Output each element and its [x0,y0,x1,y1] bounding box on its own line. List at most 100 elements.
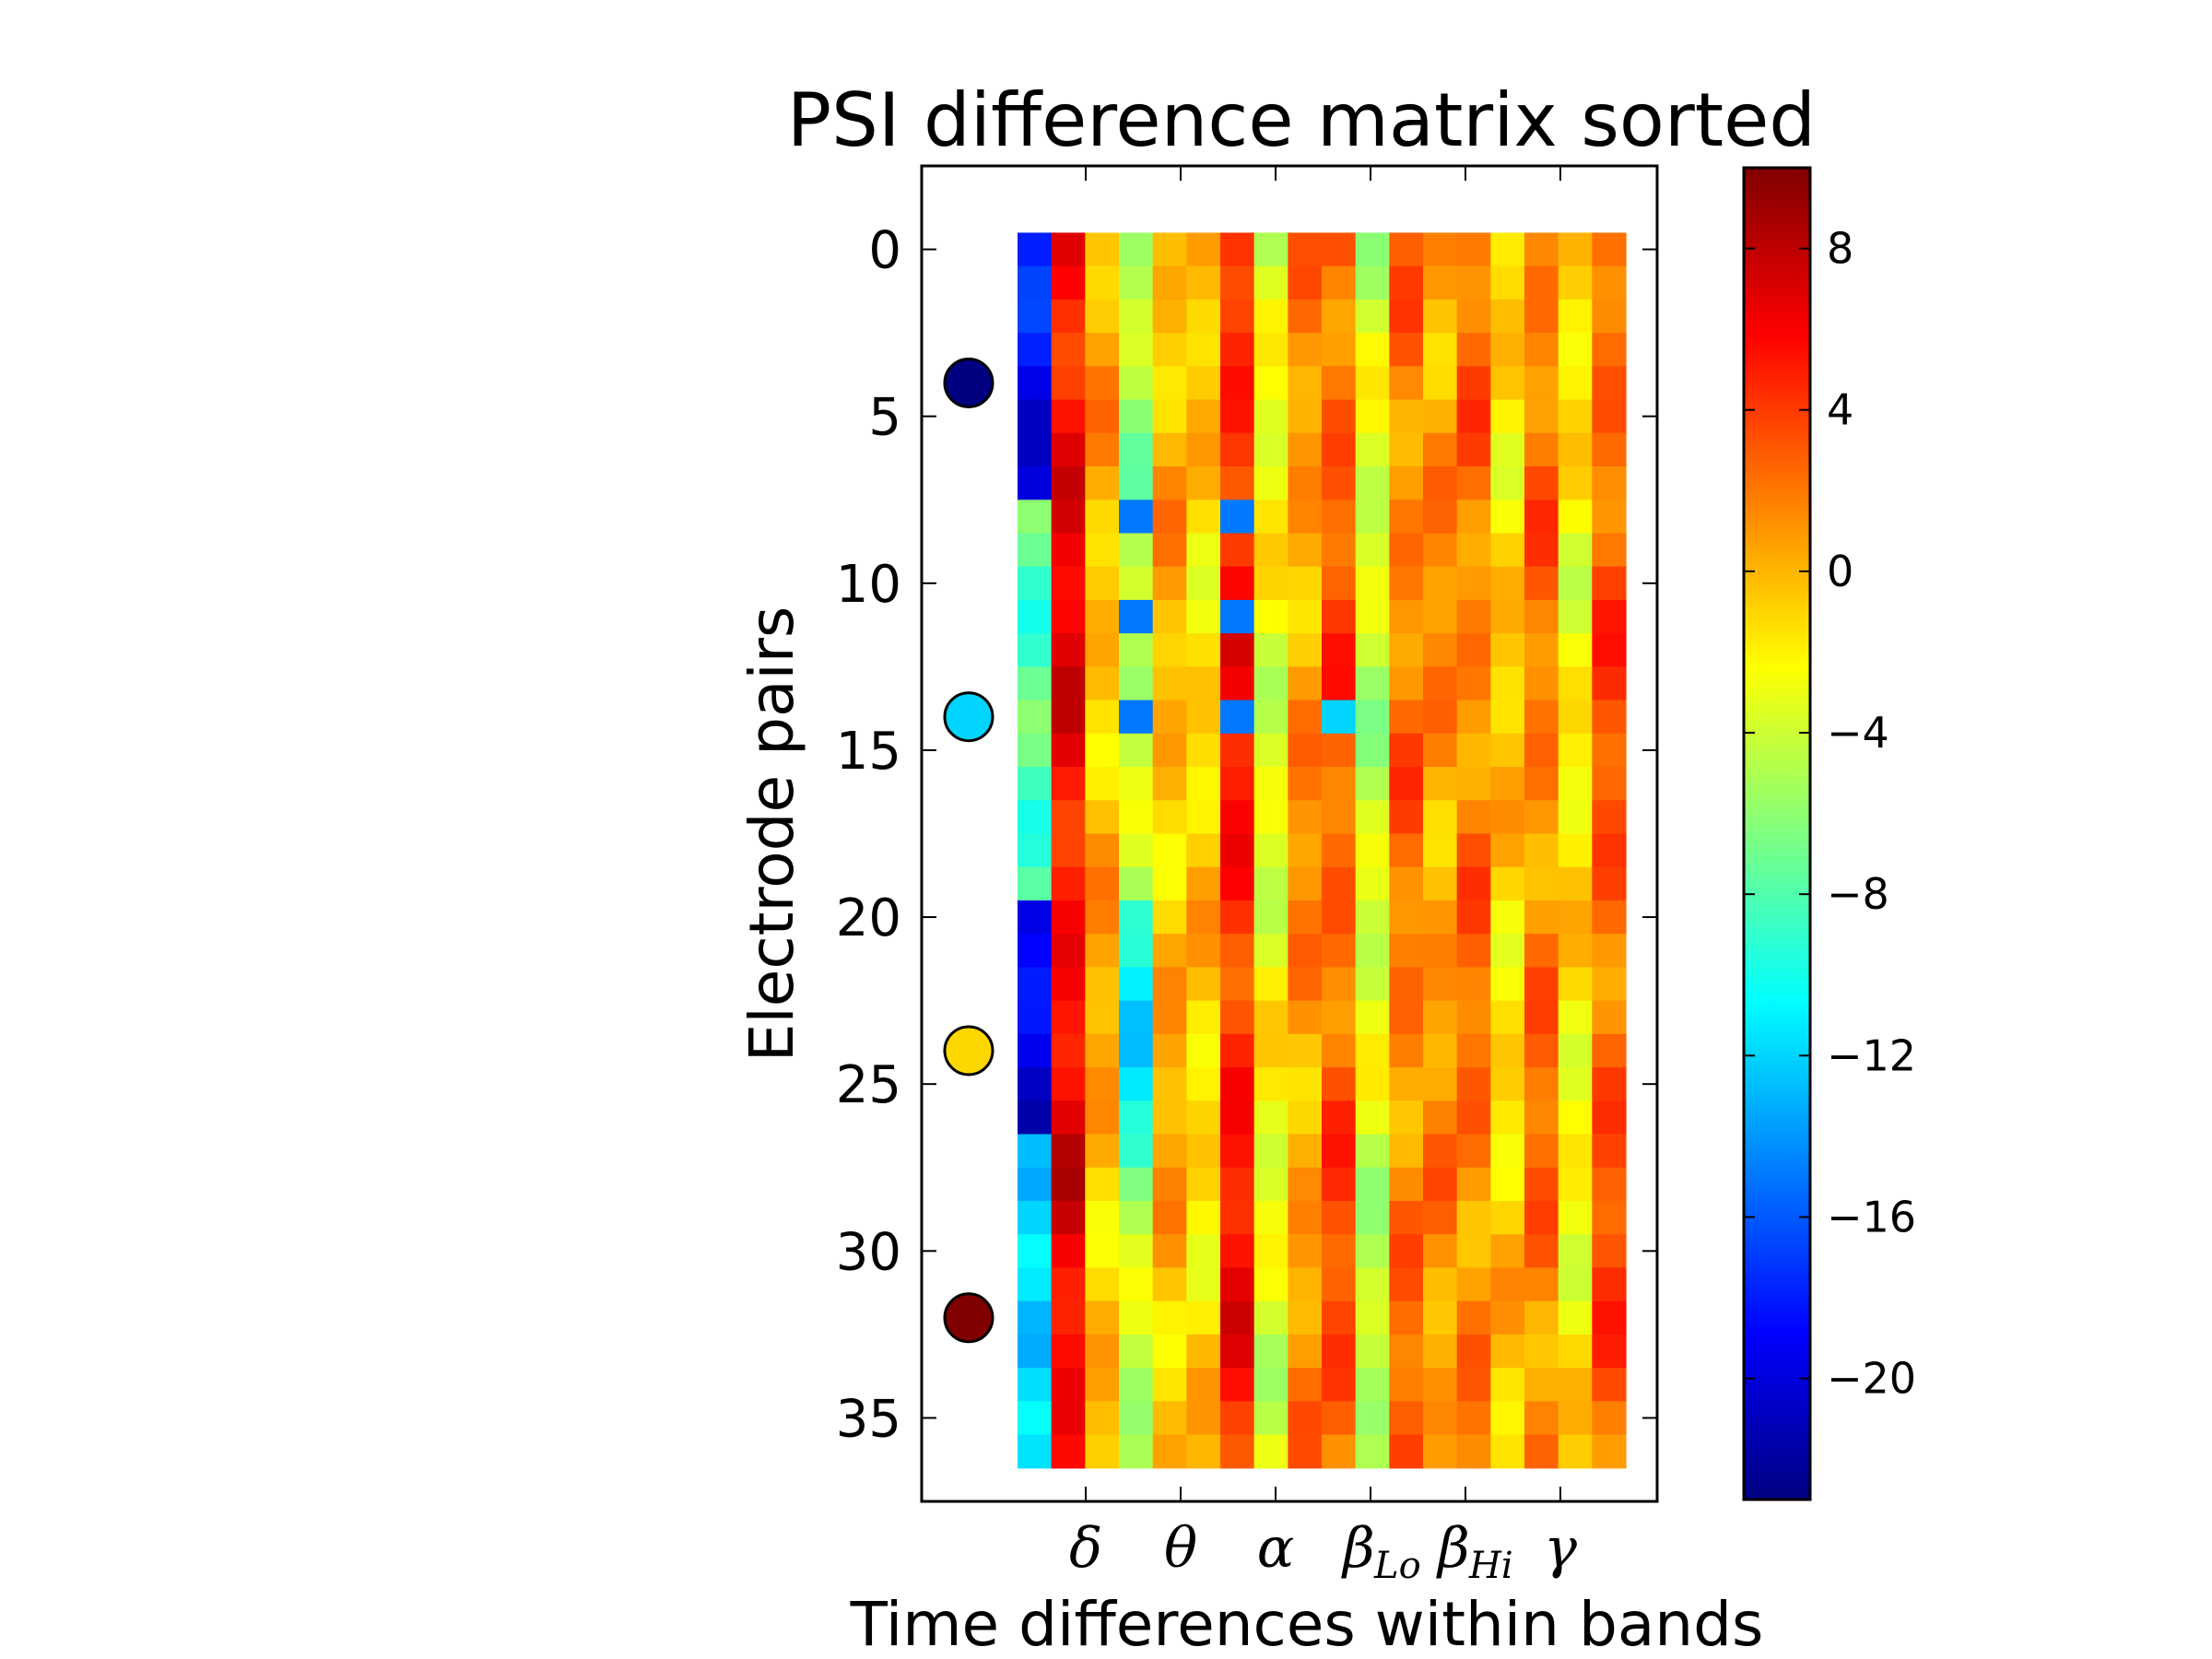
heatmap-cell [1186,1167,1221,1202]
heatmap-cell [1119,967,1154,1002]
heatmap-cell [1558,700,1593,735]
heatmap-cell [1524,833,1559,868]
heatmap-cell [1186,1434,1221,1469]
heatmap-cell [1051,1234,1086,1269]
heatmap-cell [1355,900,1390,935]
heatmap-cell [1220,1434,1255,1469]
heatmap-cell [1119,833,1154,868]
heatmap-cell [1490,800,1525,835]
heatmap-cell [1322,800,1357,835]
heatmap-cell [1051,934,1086,968]
heatmap-cell [1119,265,1154,300]
heatmap-cell [1253,333,1288,367]
heatmap-cell [1152,733,1187,768]
heatmap-cell [1051,232,1086,267]
heatmap-cell [1253,1267,1288,1302]
heatmap-cell [1456,299,1491,334]
heatmap-cell [1322,399,1357,434]
heatmap-cell [1119,1134,1154,1169]
heatmap-cell [1490,599,1525,634]
heatmap-cell [1558,800,1593,835]
heatmap-cell [1558,1134,1593,1169]
heatmap-cell [1085,533,1120,568]
heatmap-cell [1322,265,1357,300]
y-tick-label: 25 [836,1055,901,1115]
heatmap-cell [1456,232,1491,267]
heatmap-cell [1051,1033,1086,1068]
heatmap-cell [1152,599,1187,634]
heatmap-cell [1322,1200,1357,1235]
heatmap-cell [1423,666,1458,701]
heatmap-cell [1220,1134,1255,1169]
y-tick-label: 0 [868,221,901,281]
heatmap-cell [1152,833,1187,868]
heatmap-cell [1423,333,1458,367]
heatmap-cell [1152,700,1187,735]
heatmap-cell [1288,299,1323,334]
heatmap-cell [1456,1167,1491,1202]
colorbar-tick-label: 4 [1827,385,1853,435]
heatmap-cell [1288,934,1323,968]
heatmap-cell [1423,934,1458,968]
heatmap-cell [1186,1234,1221,1269]
heatmap-cell [1558,399,1593,434]
heatmap-cell [1085,432,1120,467]
heatmap-cell [1389,866,1424,901]
heatmap-cell [1085,666,1120,701]
heatmap-cell [1085,1300,1120,1335]
heatmap-cell [1355,1000,1390,1035]
heatmap-cell [1456,1033,1491,1068]
heatmap-cell [1186,366,1221,401]
heatmap-cell [1220,1200,1255,1235]
heatmap-cell [1456,700,1491,735]
heatmap-cell [1220,500,1255,535]
heatmap-cell [1018,399,1053,434]
heatmap-cell [1592,1334,1627,1369]
heatmap-cell [1288,333,1323,367]
heatmap-cell [1322,1067,1357,1101]
y-tick-label: 20 [836,888,901,948]
heatmap-cell [1524,599,1559,634]
heatmap-cell [1355,399,1390,434]
x-tick-label: θ [1164,1516,1197,1581]
heatmap-cell [1423,733,1458,768]
heatmap-cell [1186,1267,1221,1302]
heatmap-cell [1220,599,1255,634]
heatmap-cell [1051,566,1086,601]
heatmap-cell [1490,866,1525,901]
heatmap-cell [1524,1167,1559,1202]
heatmap-cell [1322,366,1357,401]
heatmap-cell [1490,700,1525,735]
heatmap-cell [1186,1000,1221,1035]
heatmap-cell [1490,533,1525,568]
heatmap-cell [1490,232,1525,267]
heatmap-cell [1288,666,1323,701]
heatmap-cell [1389,299,1424,334]
heatmap-cell [1423,1033,1458,1068]
heatmap-cell [1558,566,1593,601]
heatmap-cell [1389,967,1424,1002]
heatmap-cell [1592,566,1627,601]
heatmap-cell [1085,1134,1120,1169]
heatmap-cell [1423,1434,1458,1469]
heatmap-cell [1558,1033,1593,1068]
heatmap-cell [1051,666,1086,701]
heatmap-cell [1220,1000,1255,1035]
heatmap-cell [1423,1267,1458,1302]
heatmap-cell [1355,1200,1390,1235]
heatmap-cell [1524,566,1559,601]
heatmap-cell [1018,700,1053,735]
heatmap-cell [1524,1368,1559,1402]
heatmap-cell [1322,733,1357,768]
heatmap-cell [1220,1100,1255,1135]
heatmap-cell [1322,1334,1357,1369]
heatmap-cell [1051,533,1086,568]
heatmap-cell [1423,900,1458,935]
x-tick-label-subscript: Lo [1373,1545,1421,1587]
heatmap-cell [1490,1401,1525,1436]
heatmap-cell [1490,299,1525,334]
heatmap-cell [1355,299,1390,334]
heatmap-cell [1186,1200,1221,1235]
heatmap-cell [1355,1334,1390,1369]
heatmap-cell [1558,767,1593,801]
